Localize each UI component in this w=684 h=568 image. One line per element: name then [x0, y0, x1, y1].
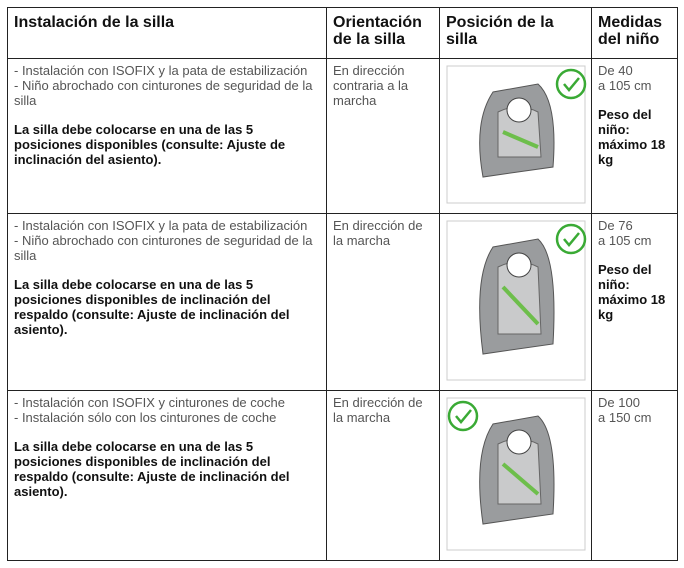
table-row: - Instalación con ISOFIX y cinturones de…: [7, 390, 678, 561]
installation-cell: - Instalación con ISOFIX y cinturones de…: [7, 390, 327, 561]
installation-item: - Niño abrochado con cinturones de segur…: [14, 233, 313, 263]
table-row: - Instalación con ISOFIX y la pata de es…: [7, 58, 678, 214]
weight: Peso del niño: máximo 18 kg: [598, 107, 666, 167]
installation-item: - Instalación con ISOFIX y la pata de es…: [14, 218, 308, 233]
belt: [502, 130, 539, 149]
column-header: Posición de la silla: [439, 7, 592, 59]
orientation-cell: En dirección contraria a la marcha: [326, 58, 440, 214]
height-line: a 150 cm: [598, 410, 652, 425]
installation-item: - Instalación con ISOFIX y cinturones de…: [14, 395, 285, 410]
child-head: [506, 429, 532, 455]
orientation-cell: En dirección de la marcha: [326, 390, 440, 561]
table-body: - Instalación con ISOFIX y la pata de es…: [7, 58, 678, 561]
size-cell: De 100 a 150 cm: [591, 390, 678, 561]
seat-illustration: [446, 220, 587, 381]
check-mark: [455, 409, 472, 424]
check-mark: [563, 232, 580, 247]
size-cell: De 76 a 105 cm Peso del niño: máximo 18 kg: [591, 213, 678, 391]
installation-item: - Instalación con ISOFIX y la pata de es…: [14, 63, 308, 78]
orientation-cell: En dirección de la marcha: [326, 213, 440, 391]
column-header: Orientación de la silla: [326, 7, 440, 59]
installation-cell: - Instalación con ISOFIX y la pata de es…: [7, 58, 327, 214]
image-cell: [439, 58, 592, 214]
size-cell: De 40 a 105 cm Peso del niño: máximo 18 kg: [591, 58, 678, 214]
height-line: a 105 cm: [598, 233, 652, 248]
image-cell: [439, 390, 592, 561]
header-row: Instalación de la silla Orientación de la…: [7, 7, 678, 59]
height-line: a 105 cm: [598, 78, 652, 93]
column-header: Instalación de la silla: [7, 7, 327, 59]
table-row: - Instalación con ISOFIX y la pata de es…: [7, 213, 678, 391]
child-head: [506, 97, 532, 123]
installation-note: La silla debe colocarse en una de las 5 …: [14, 439, 290, 499]
seat-illustration: [446, 65, 587, 204]
check-mark: [563, 77, 580, 92]
column-header: Medidas del niño: [591, 7, 678, 59]
belt: [501, 285, 540, 326]
installation-table: Instalación de la silla Orientación de la…: [7, 7, 678, 561]
installation-item: - Niño abrochado con cinturones de segur…: [14, 78, 313, 108]
belt: [501, 462, 540, 496]
check-icon: [555, 68, 587, 100]
installation-note: La silla debe colocarse en una de las 5 …: [14, 122, 286, 167]
weight: Peso del niño: máximo 18 kg: [598, 262, 666, 322]
child-head: [506, 252, 532, 278]
height-line: De 76: [598, 218, 633, 233]
installation-item: - Instalación sólo con los cinturones de…: [14, 410, 277, 425]
installation-note: La silla debe colocarse en una de las 5 …: [14, 277, 290, 337]
check-icon: [555, 223, 587, 255]
image-cell: [439, 213, 592, 391]
height-line: De 100: [598, 395, 640, 410]
seat-illustration: [446, 397, 586, 551]
height-line: De 40: [598, 63, 633, 78]
check-icon: [447, 400, 479, 432]
installation-cell: - Instalación con ISOFIX y la pata de es…: [7, 213, 327, 391]
